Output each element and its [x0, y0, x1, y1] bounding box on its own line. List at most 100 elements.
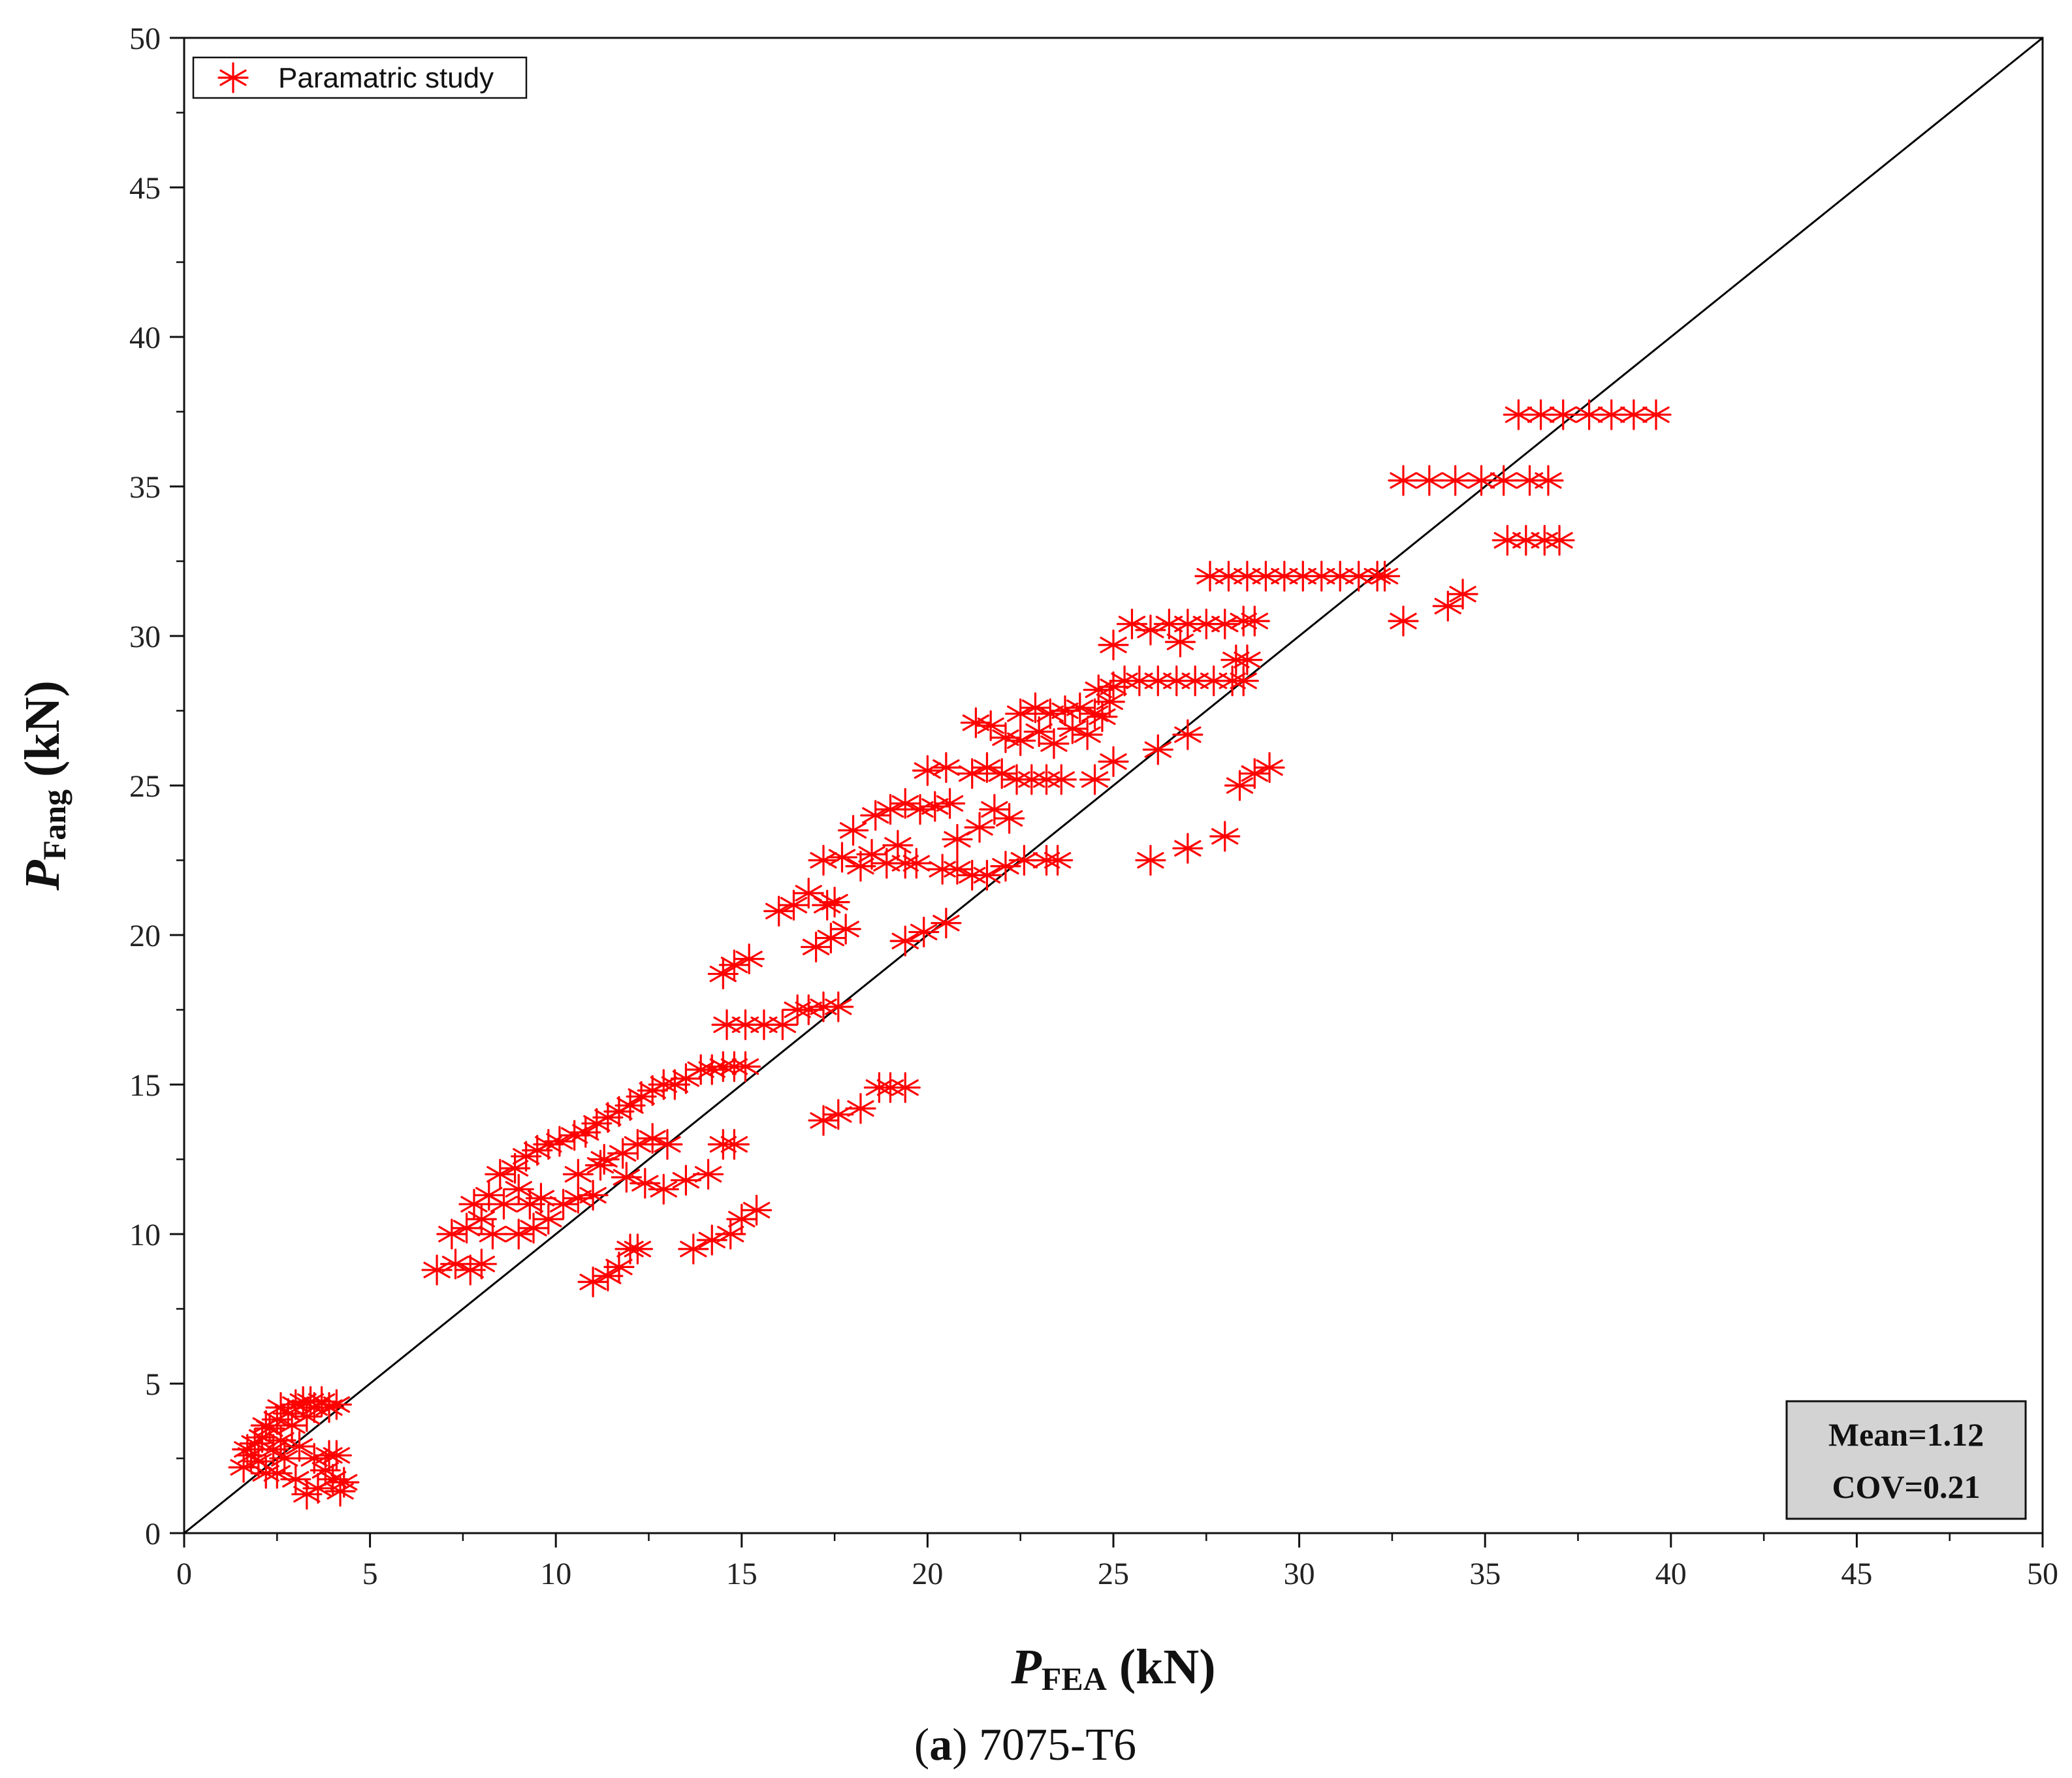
legend: Paramatric study	[192, 56, 528, 99]
data-point	[1414, 465, 1445, 496]
data-point	[477, 1218, 509, 1250]
data-point	[729, 1051, 761, 1083]
data-point	[283, 1431, 315, 1462]
stats-mean: Mean=1.12	[1828, 1416, 1984, 1453]
data-point	[1045, 764, 1077, 795]
x-axis-title-unit: (kN)	[1107, 1640, 1216, 1694]
data-point	[971, 752, 1003, 784]
data-point	[718, 1128, 750, 1160]
data-point	[874, 794, 906, 825]
data-point	[830, 913, 861, 945]
caption-letter: a	[929, 1720, 952, 1770]
data-point	[990, 722, 1021, 754]
y-axis-ticks: 0 5 10 15 20 25 30 35 40 45 50	[129, 22, 184, 1551]
data-point	[1038, 728, 1070, 759]
x-tick-label-30: 30	[1284, 1557, 1315, 1591]
data-point	[547, 1188, 579, 1220]
data-point	[718, 949, 750, 981]
data-point	[1220, 644, 1252, 676]
data-point	[321, 1389, 352, 1420]
y-axis-title-subscript: Fang	[36, 789, 72, 860]
y-tick-label-40: 40	[129, 321, 161, 355]
data-point	[767, 1009, 799, 1041]
data-point	[652, 1128, 683, 1160]
data-point	[544, 1126, 575, 1157]
y-tick-label-45: 45	[129, 171, 161, 206]
data-point	[986, 758, 1017, 789]
scatter-points	[228, 399, 1672, 1510]
data-point	[889, 1072, 921, 1103]
data-point	[793, 994, 824, 1026]
data-point	[778, 889, 810, 921]
data-point	[302, 1472, 334, 1504]
data-point	[1079, 764, 1111, 795]
data-point	[957, 758, 988, 789]
data-point	[889, 925, 921, 957]
data-point	[562, 1158, 594, 1190]
legend-asterisk	[217, 62, 249, 93]
data-point	[919, 791, 951, 822]
data-point	[1440, 465, 1471, 496]
data-point	[1042, 844, 1074, 876]
data-point	[942, 853, 973, 885]
data-point	[692, 1158, 724, 1190]
data-point	[466, 1248, 497, 1280]
data-point	[1172, 833, 1203, 864]
data-point	[1072, 719, 1103, 750]
data-point	[1005, 698, 1036, 729]
data-point	[819, 887, 850, 918]
data-point	[823, 991, 854, 1023]
data-point	[637, 1122, 668, 1154]
data-point	[577, 1179, 609, 1211]
stats-cov: COV=0.21	[1832, 1468, 1980, 1505]
x-tick-label-40: 40	[1655, 1557, 1687, 1591]
data-point	[1057, 713, 1088, 744]
data-point	[934, 787, 966, 819]
data-point	[845, 851, 876, 882]
data-point	[503, 1218, 534, 1250]
data-point	[707, 958, 739, 990]
data-point	[622, 1128, 654, 1160]
data-point	[1488, 465, 1520, 496]
data-point	[975, 710, 1006, 742]
data-point	[592, 1260, 624, 1292]
data-point	[1239, 758, 1270, 789]
data-point	[1142, 734, 1173, 765]
y-tick-label-0: 0	[145, 1517, 161, 1551]
legend-label: Paramatric study	[278, 62, 494, 94]
y-tick-label-20: 20	[129, 919, 161, 953]
data-point	[763, 895, 795, 927]
data-point	[741, 1194, 773, 1226]
data-point	[250, 1410, 281, 1441]
data-point	[1209, 821, 1241, 852]
data-point	[1544, 524, 1575, 556]
data-point	[942, 823, 973, 855]
data-point	[1224, 770, 1256, 801]
legend-marker-asterisk-icon	[217, 62, 249, 93]
y-axis-title: PFang (kN)	[15, 680, 72, 891]
data-point	[503, 1173, 534, 1205]
data-point	[860, 800, 891, 831]
data-point	[622, 1233, 654, 1265]
data-point	[808, 1105, 839, 1136]
data-point	[1548, 399, 1579, 430]
data-point	[696, 1224, 727, 1256]
data-point	[603, 1251, 635, 1282]
y-tick-label-5: 5	[145, 1367, 161, 1402]
y-tick-label-15: 15	[129, 1068, 161, 1103]
data-point	[845, 1093, 876, 1124]
data-point	[485, 1158, 516, 1190]
data-point	[328, 1467, 360, 1498]
x-tick-label-50: 50	[2027, 1557, 2058, 1591]
data-point	[1447, 579, 1478, 610]
data-point	[1083, 674, 1114, 706]
x-axis-title-main: P	[1010, 1640, 1042, 1694]
data-point	[488, 1188, 520, 1220]
data-point	[1005, 725, 1036, 756]
data-point	[1064, 692, 1096, 723]
y-tick-label-25: 25	[129, 769, 161, 804]
data-point	[1209, 609, 1241, 640]
data-point	[678, 1233, 709, 1265]
stats-box: Mean=1.12 COV=0.21	[1785, 1400, 2027, 1520]
data-point	[228, 1452, 259, 1483]
